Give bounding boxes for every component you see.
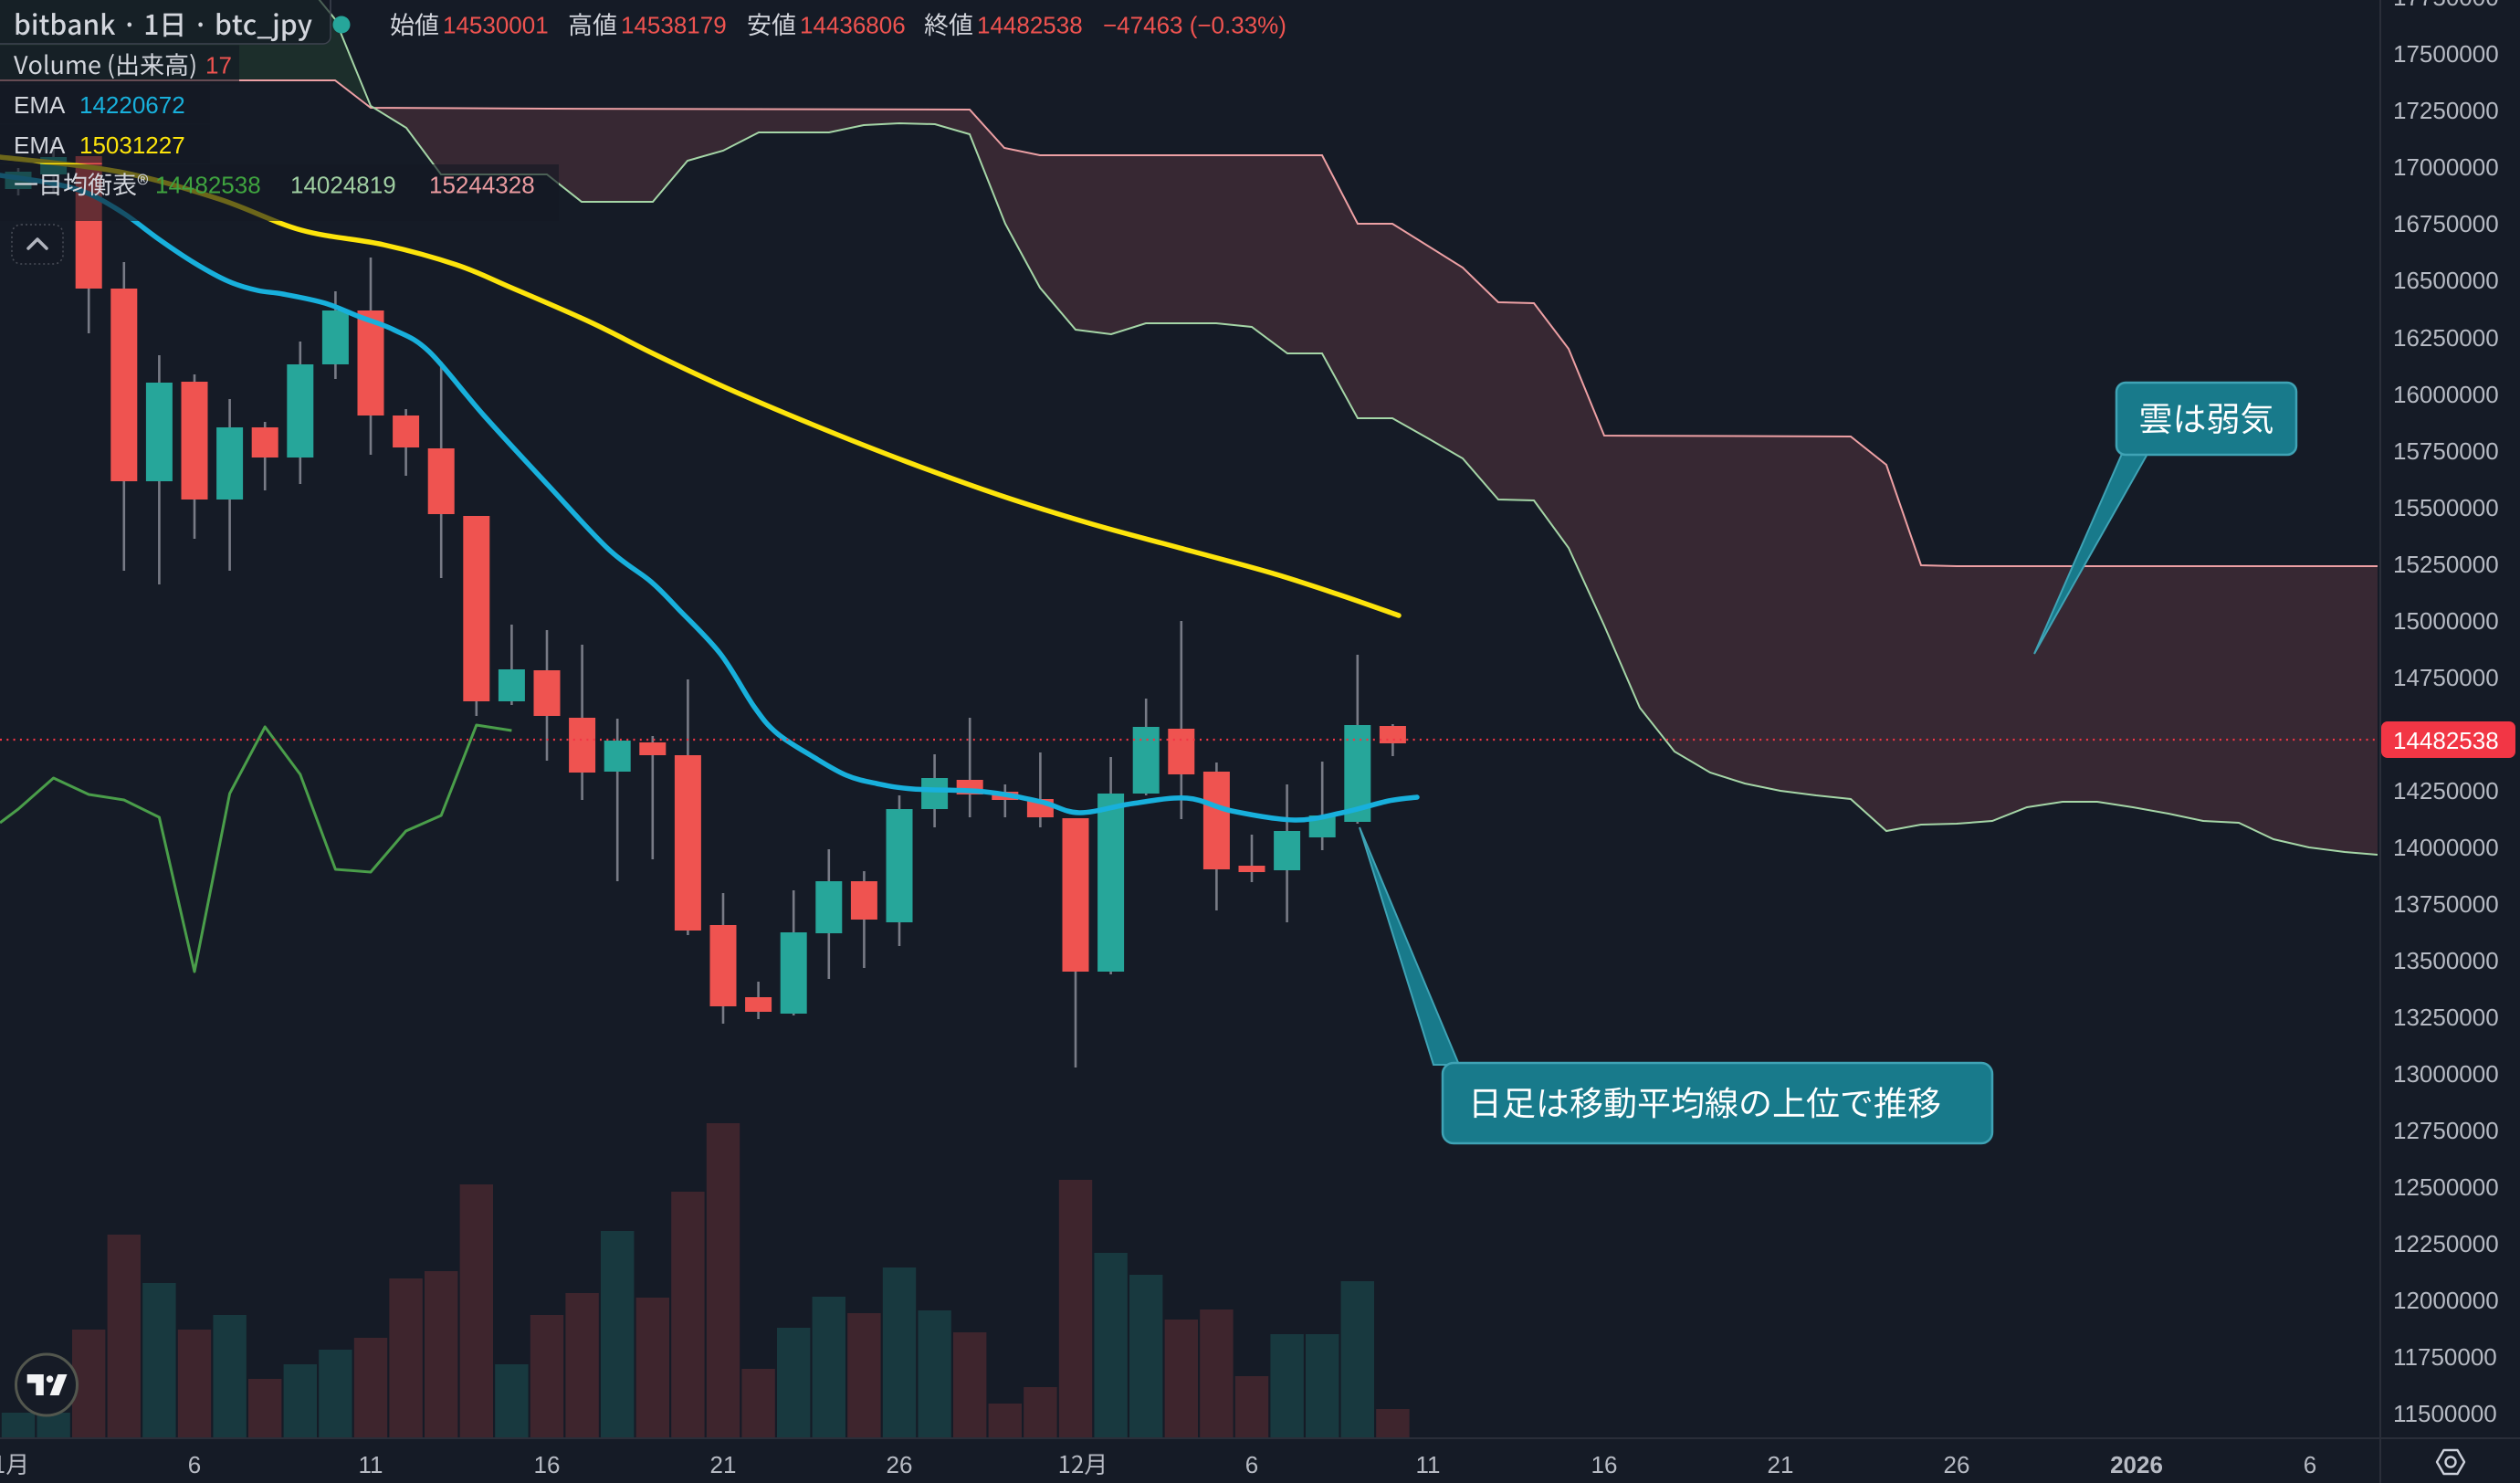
svg-text:12500000: 12500000 bbox=[2393, 1173, 2499, 1201]
svg-text:EMA: EMA bbox=[14, 91, 66, 119]
svg-text:16750000: 16750000 bbox=[2393, 210, 2499, 237]
svg-text:17750000: 17750000 bbox=[2393, 0, 2499, 11]
svg-text:17250000: 17250000 bbox=[2393, 97, 2499, 124]
svg-text:21: 21 bbox=[1768, 1451, 1794, 1478]
svg-text:16000000: 16000000 bbox=[2393, 381, 2499, 408]
svg-text:15244328: 15244328 bbox=[429, 172, 535, 199]
svg-text:16: 16 bbox=[1591, 1451, 1618, 1478]
svg-text:16500000: 16500000 bbox=[2393, 267, 2499, 294]
svg-text:17500000: 17500000 bbox=[2393, 40, 2499, 68]
svg-text:13500000: 13500000 bbox=[2393, 947, 2499, 974]
svg-text:17: 17 bbox=[205, 52, 232, 79]
svg-text:14024819: 14024819 bbox=[290, 172, 396, 199]
svg-text:13000000: 13000000 bbox=[2393, 1060, 2499, 1088]
svg-text:6: 6 bbox=[188, 1451, 201, 1478]
svg-text:12000000: 12000000 bbox=[2393, 1287, 2499, 1314]
svg-text:14530001: 14530001 bbox=[443, 12, 549, 39]
svg-text:26: 26 bbox=[887, 1451, 913, 1478]
svg-text:15000000: 15000000 bbox=[2393, 607, 2499, 635]
svg-text:6: 6 bbox=[2304, 1451, 2316, 1478]
svg-text:15750000: 15750000 bbox=[2393, 437, 2499, 465]
svg-text:16250000: 16250000 bbox=[2393, 324, 2499, 352]
svg-text:6: 6 bbox=[1245, 1451, 1258, 1478]
svg-text:11750000: 11750000 bbox=[2393, 1343, 2497, 1371]
svg-text:2026: 2026 bbox=[2110, 1451, 2163, 1478]
svg-text:12250000: 12250000 bbox=[2393, 1230, 2499, 1257]
svg-text:14250000: 14250000 bbox=[2393, 777, 2499, 805]
svg-text:14436806: 14436806 bbox=[800, 12, 906, 39]
svg-text:15250000: 15250000 bbox=[2393, 551, 2499, 578]
svg-text:14482538: 14482538 bbox=[2393, 727, 2499, 754]
svg-text:14000000: 14000000 bbox=[2393, 834, 2499, 861]
svg-text:14538179: 14538179 bbox=[621, 12, 727, 39]
svg-text:13750000: 13750000 bbox=[2393, 890, 2499, 918]
svg-text:−47463 (−0.33%): −47463 (−0.33%) bbox=[1103, 12, 1286, 39]
svg-text:11: 11 bbox=[359, 1451, 383, 1478]
svg-text:26: 26 bbox=[1944, 1451, 1970, 1478]
svg-text:11: 11 bbox=[1416, 1451, 1441, 1478]
svg-text:21: 21 bbox=[710, 1451, 737, 1478]
svg-text:14482538: 14482538 bbox=[155, 172, 261, 199]
svg-text:EMA: EMA bbox=[14, 131, 66, 159]
svg-text:11500000: 11500000 bbox=[2393, 1400, 2497, 1427]
svg-text:12750000: 12750000 bbox=[2393, 1117, 2499, 1144]
svg-text:15031227: 15031227 bbox=[79, 131, 185, 159]
svg-text:15500000: 15500000 bbox=[2393, 494, 2499, 521]
svg-text:14750000: 14750000 bbox=[2393, 664, 2499, 691]
svg-text:14220672: 14220672 bbox=[79, 91, 185, 119]
svg-text:16: 16 bbox=[534, 1451, 561, 1478]
svg-text:14482538: 14482538 bbox=[977, 12, 1083, 39]
svg-text:17000000: 17000000 bbox=[2393, 153, 2499, 181]
svg-text:13250000: 13250000 bbox=[2393, 1004, 2499, 1031]
